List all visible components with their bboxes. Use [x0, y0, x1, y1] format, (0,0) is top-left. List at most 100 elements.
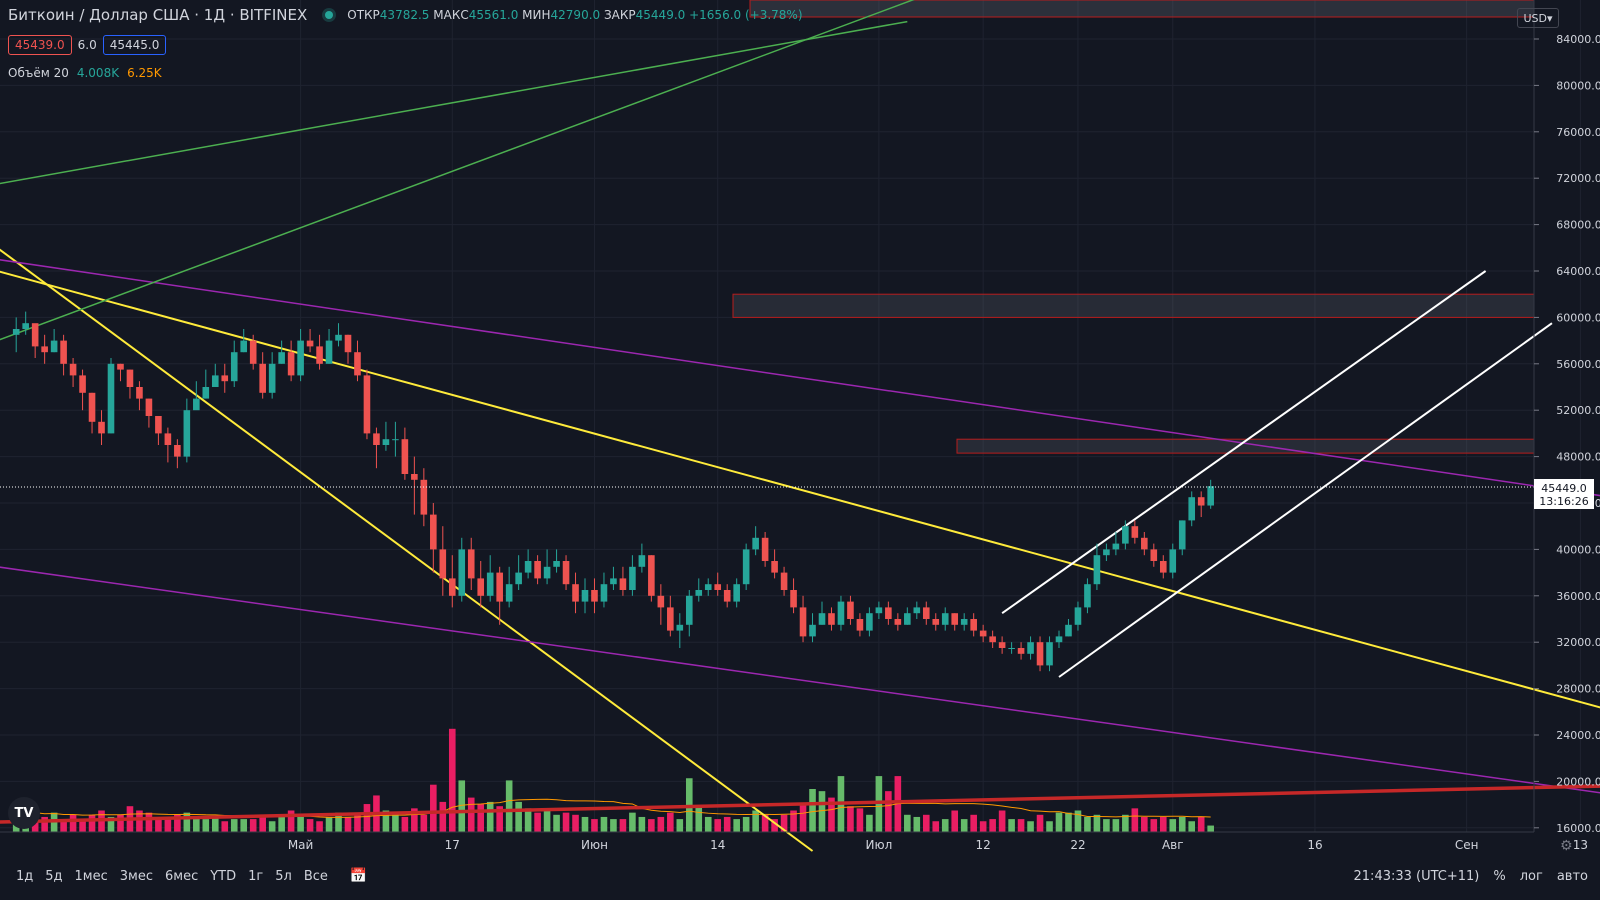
white-channel-line	[1001, 270, 1487, 615]
candle-body	[818, 613, 826, 625]
currency-label: USD	[1523, 11, 1547, 25]
volume-bar	[657, 816, 665, 832]
candle-body	[325, 340, 333, 364]
volume-bar	[202, 819, 210, 832]
volume-bar	[230, 819, 238, 832]
candle-body	[885, 607, 892, 619]
range-selector: 1д 5д 1мес 3мес 6мес YTD 1г 5л Все	[16, 869, 328, 884]
range-0[interactable]: 1д	[16, 868, 34, 884]
volume-bar	[316, 821, 323, 832]
tradingview-logo-icon[interactable]: TV	[8, 797, 40, 829]
volume-bar	[268, 821, 276, 832]
candle-body	[1188, 497, 1196, 521]
trend-lines	[0, 0, 1600, 852]
white-channel-line	[1058, 322, 1553, 678]
currency-select[interactable]: USD ▾	[1517, 8, 1559, 28]
candle-body	[392, 439, 399, 441]
candle-body	[1093, 555, 1101, 585]
volume-label[interactable]: Объём 20	[8, 66, 69, 80]
volume-bar	[941, 819, 949, 832]
candle-body	[600, 584, 608, 602]
price-tick-label: 36000.0	[1556, 590, 1600, 603]
chart-grid	[0, 0, 1581, 832]
open-label: ОТКР	[347, 8, 380, 22]
range-6[interactable]: 1г	[248, 868, 264, 884]
time-tick-label: 22	[1070, 838, 1085, 852]
candle-body	[572, 584, 579, 602]
candle-body	[960, 619, 968, 625]
candle-body	[723, 590, 731, 602]
candle-body	[922, 607, 930, 619]
calendar-icon[interactable]: 📅	[349, 868, 368, 884]
range-7[interactable]: 5л	[275, 868, 292, 884]
candle-body	[1084, 584, 1091, 608]
volume-bar	[619, 819, 627, 832]
range-1[interactable]: 5д	[45, 868, 63, 884]
yellow-trend-line	[0, 248, 814, 852]
time-axis[interactable]: Май17Июн14Июл1222Авг16Сен13Окт	[0, 831, 1600, 852]
candle-body	[828, 613, 835, 625]
percent-toggle[interactable]: %	[1493, 868, 1506, 884]
volume-bar	[979, 821, 987, 832]
volume-bar	[401, 816, 409, 832]
candle-body	[411, 474, 418, 480]
volume-bar	[363, 804, 371, 832]
candle-body	[363, 375, 371, 434]
time-tick-label: 16	[1307, 838, 1322, 852]
gear-icon[interactable]: ⚙	[1560, 838, 1573, 854]
volume-bar	[562, 812, 570, 832]
candle-body	[866, 613, 873, 631]
volume-bar	[505, 780, 513, 832]
price-tick-label: 28000.0	[1556, 683, 1600, 696]
candle-body	[1197, 497, 1205, 506]
ohlc-values: ОТКР43782.5 МАКС45561.0 МИН42790.0 ЗАКР4…	[347, 8, 802, 22]
candle-body	[155, 416, 162, 434]
range-4[interactable]: 6мес	[165, 868, 199, 884]
candle-body	[306, 340, 314, 347]
ask-price[interactable]: 45445.0	[102, 35, 167, 55]
volume-bar	[467, 797, 475, 832]
candle-body	[591, 590, 598, 602]
price-tick-label: 64000.0	[1556, 265, 1600, 278]
candle-body	[1112, 543, 1120, 550]
low-label: МИН	[522, 8, 551, 22]
volume-bar	[79, 819, 86, 832]
volume-bar	[249, 819, 257, 832]
volume-bar	[932, 821, 940, 832]
candle-body	[780, 572, 788, 590]
open-value: 43782.5	[379, 8, 430, 22]
candle-body	[117, 363, 124, 370]
green-trend-line	[0, 20, 908, 185]
price-axis[interactable]: 16000.0 20000.0 24000.0 28000.0 32000.0 36000…	[1533, 0, 1600, 835]
candle-body	[1150, 549, 1158, 561]
candle-body	[420, 479, 428, 515]
range-2[interactable]: 1мес	[74, 868, 108, 884]
candle-body	[951, 613, 959, 625]
range-8[interactable]: Все	[303, 868, 328, 884]
candle-body	[60, 340, 67, 364]
symbol-legend: Биткоин / Доллар США · 1Д · BITFINEX ОТК…	[8, 6, 803, 24]
volume-bar	[240, 819, 248, 832]
resistance-zones	[732, 0, 1535, 454]
volume-bar	[875, 776, 883, 832]
log-toggle[interactable]: лог	[1519, 868, 1543, 884]
volume-bar	[1207, 825, 1214, 832]
volume-bar	[922, 814, 930, 832]
auto-toggle[interactable]: авто	[1556, 868, 1588, 884]
range-3[interactable]: 3мес	[119, 868, 153, 884]
candle-body	[648, 555, 655, 596]
bid-price[interactable]: 45439.0	[8, 35, 72, 55]
price-tick-label: 76000.0	[1556, 126, 1600, 139]
volume-bar	[515, 801, 522, 832]
volume-bar	[998, 810, 1006, 832]
green-trend-line	[0, 0, 915, 341]
volume-bar	[960, 819, 968, 832]
volume-bar	[344, 816, 352, 832]
candle-body	[1159, 561, 1167, 573]
candle-body	[1046, 642, 1053, 666]
candle-body	[477, 578, 485, 596]
symbol-title[interactable]: Биткоин / Доллар США · 1Д · BITFINEX	[8, 6, 308, 24]
clock[interactable]: 21:43:33 (UTC+11)	[1353, 868, 1480, 884]
range-5[interactable]: YTD	[210, 868, 237, 884]
